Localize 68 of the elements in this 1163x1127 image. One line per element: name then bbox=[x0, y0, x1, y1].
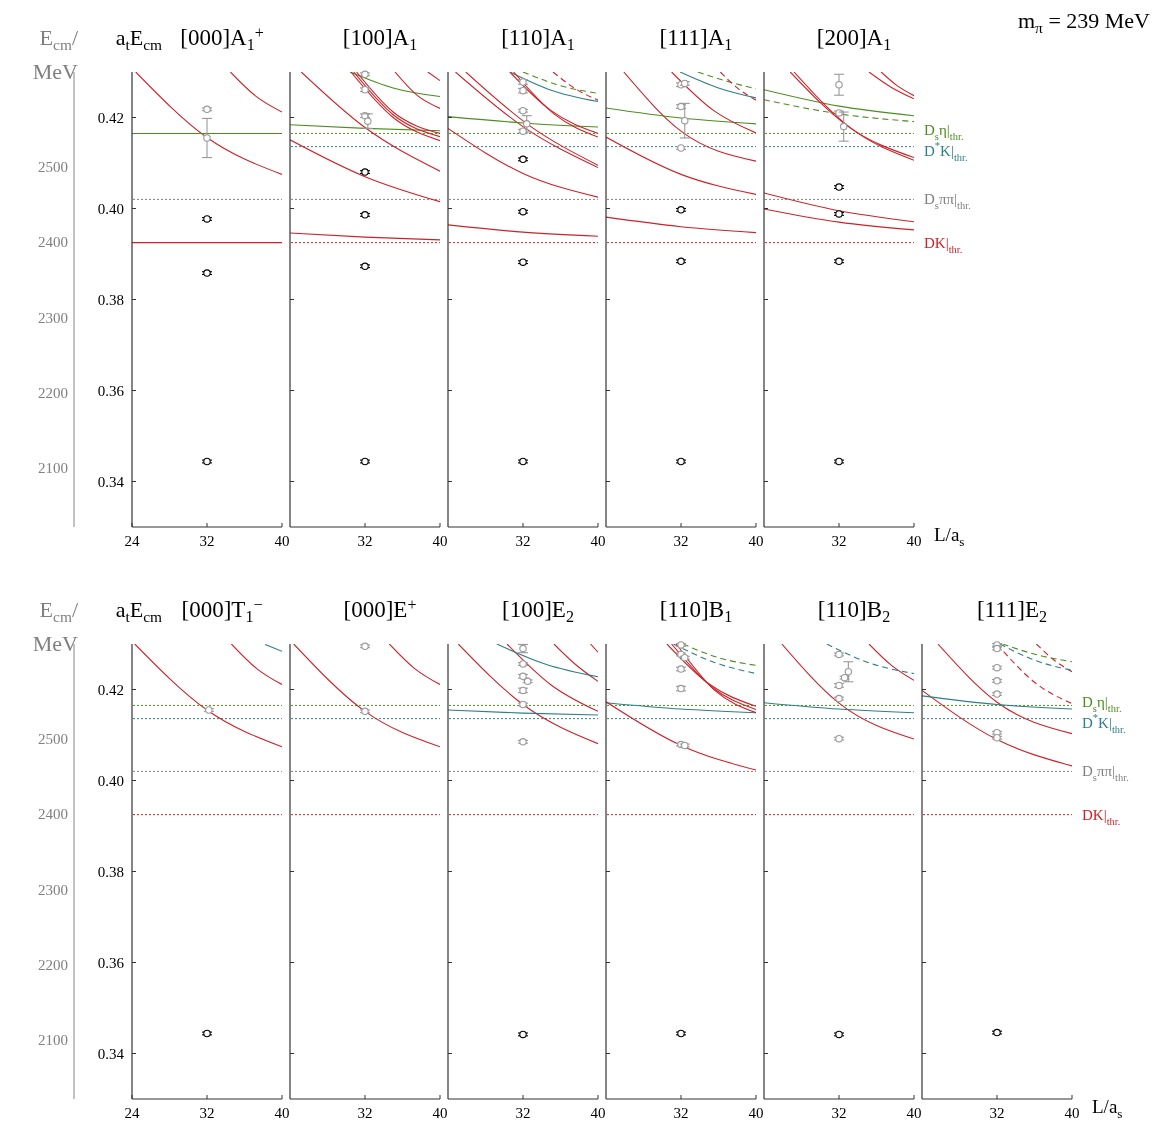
y-tick-label: 0.42 bbox=[97, 681, 124, 698]
x-tick-label: 40 bbox=[432, 533, 448, 549]
x-tick-label: 32 bbox=[515, 1105, 531, 1121]
ref-line-label: D$^{*}$K|$_{thr.}$ bbox=[1082, 711, 1126, 735]
x-tick-label: 40 bbox=[274, 533, 290, 549]
y-tick-label: 0.34 bbox=[97, 473, 125, 490]
x-axis-title: L/a$_{s}$ bbox=[934, 524, 965, 549]
ref-line-label: DK|$_{thr.}$ bbox=[924, 234, 963, 255]
y2-axis-title: E$_{cm}$/ MeV bbox=[32, 597, 79, 656]
x-tick-label: 40 bbox=[590, 1105, 606, 1121]
x-tick-label: 32 bbox=[831, 533, 847, 549]
y-tick-label: 0.40 bbox=[97, 772, 124, 789]
y2-tick-label: 2500 bbox=[38, 731, 68, 748]
y-tick-label: 0.36 bbox=[97, 954, 125, 971]
x-tick-label: 32 bbox=[673, 1105, 689, 1121]
x-tick-label: 32 bbox=[673, 533, 689, 549]
ref-line-label: D$^{*}$K|$_{thr.}$ bbox=[924, 139, 968, 163]
chart-title: [110]A$_{1}$ bbox=[501, 25, 575, 53]
x-tick-label: 32 bbox=[357, 1105, 373, 1121]
x-tick-label: 40 bbox=[432, 1105, 448, 1121]
x-tick-label: 32 bbox=[199, 1105, 215, 1121]
y2-tick-label: 2100 bbox=[38, 1031, 68, 1048]
y-tick-label: 0.38 bbox=[97, 863, 124, 880]
ref-line-label: D$_{s}$ππ|$_{thr.}$ bbox=[924, 191, 971, 212]
y2-tick-label: 2100 bbox=[38, 459, 68, 476]
x-tick-label: 32 bbox=[515, 533, 531, 549]
y2-tick-label: 2300 bbox=[38, 881, 68, 898]
y2-tick-label: 2300 bbox=[38, 309, 68, 326]
chart-title: [110]B$_{1}$ bbox=[659, 597, 733, 625]
chart-title: [111]A$_{1}$ bbox=[659, 25, 733, 53]
y-tick-label: 0.38 bbox=[97, 291, 124, 308]
x-tick-label: 40 bbox=[748, 1105, 764, 1121]
y-tick-label: 0.34 bbox=[97, 1045, 125, 1062]
x-tick-label: 40 bbox=[590, 533, 606, 549]
x-tick-label: 40 bbox=[906, 1105, 922, 1121]
x-tick-label: 40 bbox=[274, 1105, 290, 1121]
y-axis-title: a$_{t}$E$_{cm}$ bbox=[115, 25, 163, 53]
x-tick-label: 32 bbox=[357, 533, 373, 549]
chart-title: [110]B$_{2}$ bbox=[817, 597, 891, 625]
y-tick-label: 0.36 bbox=[97, 382, 125, 399]
x-tick-label: 32 bbox=[199, 533, 215, 549]
y-tick-label: 0.40 bbox=[97, 200, 124, 217]
x-tick-label: 40 bbox=[748, 533, 764, 549]
y-tick-label: 0.42 bbox=[97, 109, 124, 126]
x-tick-label: 32 bbox=[831, 1105, 847, 1121]
x-tick-label: 40 bbox=[906, 533, 922, 549]
y2-tick-label: 2500 bbox=[38, 159, 68, 176]
chart-title: [000]E$^{+}$ bbox=[343, 596, 417, 622]
x-tick-label: 40 bbox=[1064, 1105, 1080, 1121]
x-tick-label: 24 bbox=[124, 533, 140, 549]
ref-line-label: DK|$_{thr.}$ bbox=[1082, 806, 1121, 827]
chart-title: [111]E$_{2}$ bbox=[976, 597, 1048, 625]
y-axis-title: a$_{t}$E$_{cm}$ bbox=[115, 597, 163, 625]
y2-tick-label: 2400 bbox=[38, 234, 68, 251]
ref-line-label: D$_{s}$ππ|$_{thr.}$ bbox=[1082, 763, 1129, 784]
ref-line-label: D$_{s}$η|$_{thr.}$ bbox=[924, 121, 964, 142]
x-tick-label: 24 bbox=[124, 1105, 140, 1121]
ref-line-label: D$_{s}$η|$_{thr.}$ bbox=[1082, 693, 1122, 714]
x-axis-title: L/a$_{s}$ bbox=[1092, 1096, 1123, 1121]
chart-title: [200]A$_{1}$ bbox=[816, 25, 892, 53]
y2-axis-title: E$_{cm}$/ MeV bbox=[32, 25, 79, 84]
y2-tick-label: 2200 bbox=[38, 956, 68, 973]
chart-title: [100]E$_{2}$ bbox=[502, 597, 574, 625]
x-tick-label: 32 bbox=[989, 1105, 1005, 1121]
y2-tick-label: 2400 bbox=[38, 806, 68, 823]
chart-title: [100]A$_{1}$ bbox=[342, 25, 418, 53]
y2-tick-label: 2200 bbox=[38, 384, 68, 401]
text: m$_{π}$ = 239 MeV bbox=[1017, 8, 1151, 36]
